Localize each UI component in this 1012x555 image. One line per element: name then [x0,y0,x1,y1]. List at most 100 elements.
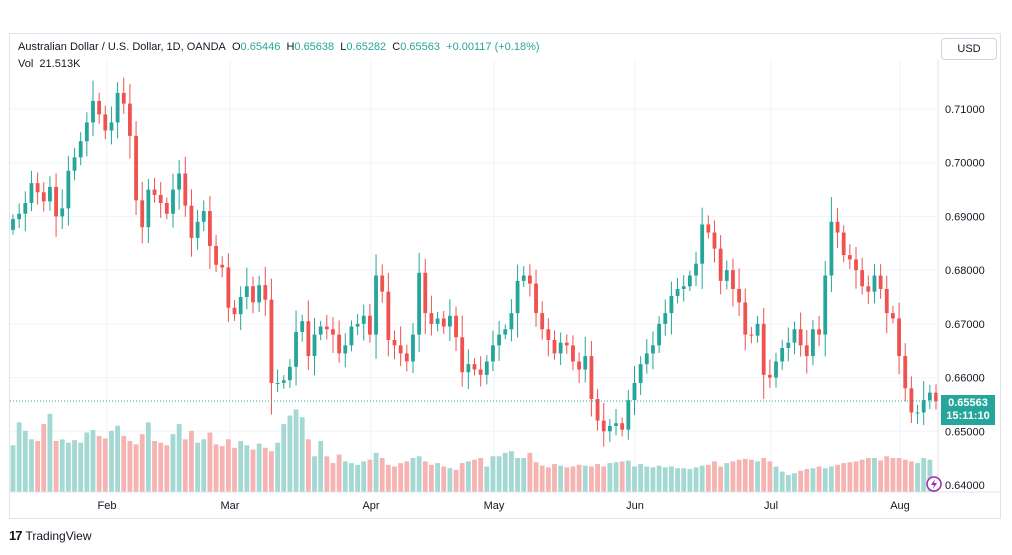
candle-body [546,329,551,340]
candle-body [140,200,145,228]
candle-body [915,412,920,414]
candle-body [780,348,785,362]
volume-bar [262,447,268,492]
volume-label[interactable]: Vol [18,58,34,70]
candle-body [134,135,138,201]
volume-bar [78,442,84,492]
candle-body [921,400,926,413]
volume-bar [312,456,317,492]
candle-body [404,353,409,362]
volume-bar [429,464,434,492]
volume-value: 21.513K [39,58,81,70]
volume-bar [675,468,680,492]
candle-body [398,345,403,354]
candle-body [447,315,452,327]
candle-body [829,221,834,276]
tradingview-logo-icon: 17 [9,528,23,543]
candle-body [841,232,846,256]
volume-bar [478,458,484,492]
volume-bar [367,459,373,492]
candle-body [534,283,538,314]
price-tick-label: 0.69000 [945,211,985,223]
volume-bar [287,415,293,492]
volume-bar [589,466,594,492]
candle-body [675,288,680,296]
candle-body [91,100,95,123]
symbol-title[interactable]: Australian Dollar / U.S. Dollar, 1D, OAN… [18,41,226,53]
price-tick-label: 0.71000 [945,104,985,116]
volume-bar [158,442,164,492]
candle-body [638,364,643,383]
volume-bar [465,461,471,492]
volume-bar [662,467,668,492]
volume-bar [250,449,256,492]
volume-bar [841,463,847,492]
candle-body [472,364,477,370]
candle-body [595,399,600,421]
candle-body [201,211,206,222]
volume-bar [145,422,151,492]
candle-body [275,382,280,384]
volume-bar [121,435,127,492]
time-tick-label: Feb [98,500,117,512]
candle-body [251,286,255,303]
candle-body [583,356,588,370]
price-tick-label: 0.66000 [945,373,985,385]
volume-bar [865,458,871,492]
volume-bar [422,461,428,492]
volume-bar [201,439,207,492]
candle-body [860,270,865,287]
volume-bar [699,465,705,492]
volume-bar [822,468,828,492]
candle-body [663,313,668,324]
tradingview-footer[interactable]: 17 TradingView [9,528,92,543]
volume-bar [435,463,440,492]
candle-body [466,364,471,373]
candle-body [423,272,428,314]
volume-bar [705,464,711,492]
volume-bar [213,444,219,492]
volume-bar [109,430,114,492]
volume-bar [16,422,22,492]
candle-body [632,382,637,401]
time-tick-label: Apr [362,500,379,512]
volume-bar [582,465,588,492]
volume-bar [872,458,877,492]
volume-bar [490,456,496,492]
volume-bar [459,463,465,492]
candle-body [761,323,766,375]
volume-bar [509,451,514,492]
candle-body [41,192,46,202]
volume-bar [496,456,502,492]
candle-body [897,318,901,357]
volume-bar [127,441,133,492]
lightning-icon[interactable] [926,476,942,492]
volume-bar [730,461,736,492]
candle-body [866,286,871,292]
candle-body [718,248,723,281]
candle-body [644,353,649,365]
volume-bar [238,441,244,492]
volume-bar [207,432,213,492]
candle-body [263,285,268,300]
volume-bar [330,463,336,492]
volume-bar [890,458,896,492]
volume-bar [810,468,816,492]
candle-body [158,194,163,203]
volume-bar [355,464,360,492]
volume-bar [748,459,754,492]
volume-bar [385,464,391,492]
volume-bar [785,475,791,492]
symbol-legend: Australian Dollar / U.S. Dollar, 1D, OAN… [18,41,540,53]
currency-button[interactable]: USD [941,38,997,60]
volume-bar [712,461,717,492]
candle-body [934,392,938,402]
volume-bar [232,447,237,492]
candle-body [527,275,532,284]
volume-bar [521,458,527,492]
volume-bar [275,442,281,492]
volume-bar [195,442,201,492]
candle-body [706,224,711,233]
time-tick-label: Mar [221,500,240,512]
